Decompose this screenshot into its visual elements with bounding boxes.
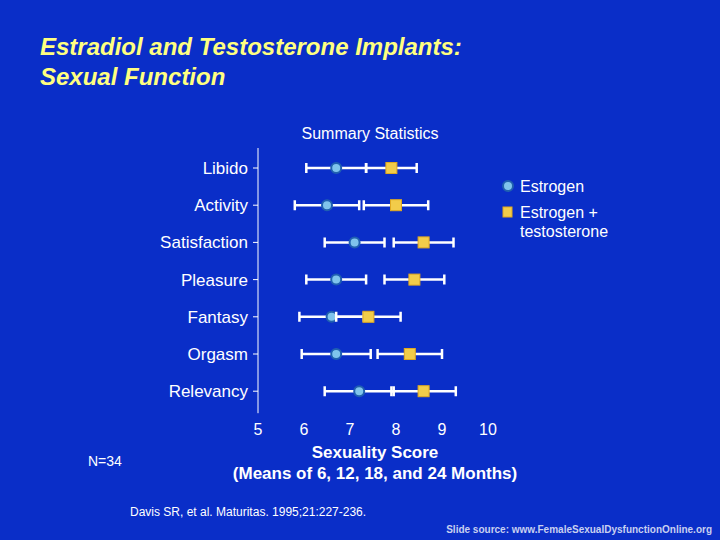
category-label: Orgasm [188, 345, 248, 364]
point [363, 311, 374, 322]
legend-label-line: testosterone [520, 223, 608, 240]
error-cap [392, 237, 395, 247]
error-cap [300, 349, 303, 359]
error-cap [358, 200, 361, 210]
error-cap [415, 163, 418, 173]
error-bar [378, 349, 442, 359]
category-label: Satisfaction [160, 233, 248, 252]
point [391, 200, 402, 211]
chart: Estradiol and Testosterone Implants: Sexu… [0, 0, 720, 540]
error-cap [376, 349, 379, 359]
error-cap [335, 312, 338, 322]
category-label: Fantasy [188, 308, 249, 327]
error-cap [443, 275, 446, 285]
error-cap [365, 163, 368, 173]
error-cap [383, 237, 386, 247]
point [350, 237, 360, 247]
y-tick [253, 316, 258, 317]
y-tick [253, 242, 258, 243]
title: Estradiol and Testosterone Implants: [40, 33, 462, 60]
error-cap [294, 200, 297, 210]
error-cap [383, 275, 386, 285]
x-label: Sexuality Score [312, 443, 439, 462]
point [404, 349, 415, 360]
x-tick-label: 6 [300, 421, 309, 438]
legend-marker [503, 181, 513, 191]
x-tick-label: 8 [392, 421, 401, 438]
plot-area [295, 163, 456, 397]
error-cap [363, 200, 366, 210]
category-label: Activity [194, 196, 248, 215]
title: Sexual Function [40, 63, 225, 90]
legend-label-line: Estrogen [520, 178, 584, 195]
point [331, 349, 341, 359]
error-cap [323, 237, 326, 247]
category-label: Libido [203, 159, 248, 178]
point [386, 163, 397, 174]
error-cap [298, 312, 301, 322]
error-bar [385, 275, 445, 285]
citation: Davis SR, et al. Maturitas. 1995;21:227-… [130, 505, 366, 519]
y-tick [253, 205, 258, 206]
point [322, 200, 332, 210]
x-tick-label: 10 [479, 421, 497, 438]
error-bar [302, 349, 371, 359]
x-tick-label: 7 [346, 421, 355, 438]
error-bar [306, 163, 366, 173]
background [0, 0, 720, 540]
error-bar [336, 312, 400, 322]
x-tick-label: 9 [438, 421, 447, 438]
point [331, 275, 341, 285]
source: Slide source: www.FemaleSexualDysfunctio… [446, 524, 712, 535]
error-cap [369, 349, 372, 359]
error-bar [325, 237, 385, 247]
error-bar [295, 200, 359, 210]
error-cap [399, 312, 402, 322]
error-cap [455, 386, 458, 396]
point [418, 386, 429, 397]
legend-label-line: Estrogen + [520, 204, 598, 221]
y-tick [253, 279, 258, 280]
category-label: Pleasure [181, 271, 248, 290]
subtitle: Summary Statistics [302, 125, 439, 142]
legend-label: Estrogen + testosterone [520, 204, 608, 240]
point [327, 312, 337, 322]
error-bar [306, 275, 366, 285]
error-cap [427, 200, 430, 210]
error-cap [323, 386, 326, 396]
error-cap [390, 386, 393, 396]
point [354, 386, 364, 396]
error-cap [305, 275, 308, 285]
error-bar [364, 200, 428, 210]
y-tick [253, 354, 258, 355]
point [409, 274, 420, 285]
error-cap [365, 163, 368, 173]
point [331, 163, 341, 173]
y-axis [258, 148, 259, 413]
error-cap [305, 163, 308, 173]
error-cap [365, 275, 368, 285]
sample-size: N=34 [88, 453, 122, 469]
x-label: (Means of 6, 12, 18, and 24 Months) [233, 464, 517, 483]
error-bar [391, 386, 455, 396]
legend-label: Estrogen [520, 178, 584, 195]
point [418, 237, 429, 248]
error-bar [325, 386, 394, 396]
category-label: Relevancy [169, 382, 249, 401]
legend-marker [503, 207, 512, 217]
error-cap [441, 349, 444, 359]
y-tick [253, 391, 258, 392]
error-bar [394, 237, 454, 247]
error-cap [452, 237, 455, 247]
x-tick-label: 5 [254, 421, 263, 438]
error-bar [366, 163, 417, 173]
y-tick [253, 168, 258, 169]
